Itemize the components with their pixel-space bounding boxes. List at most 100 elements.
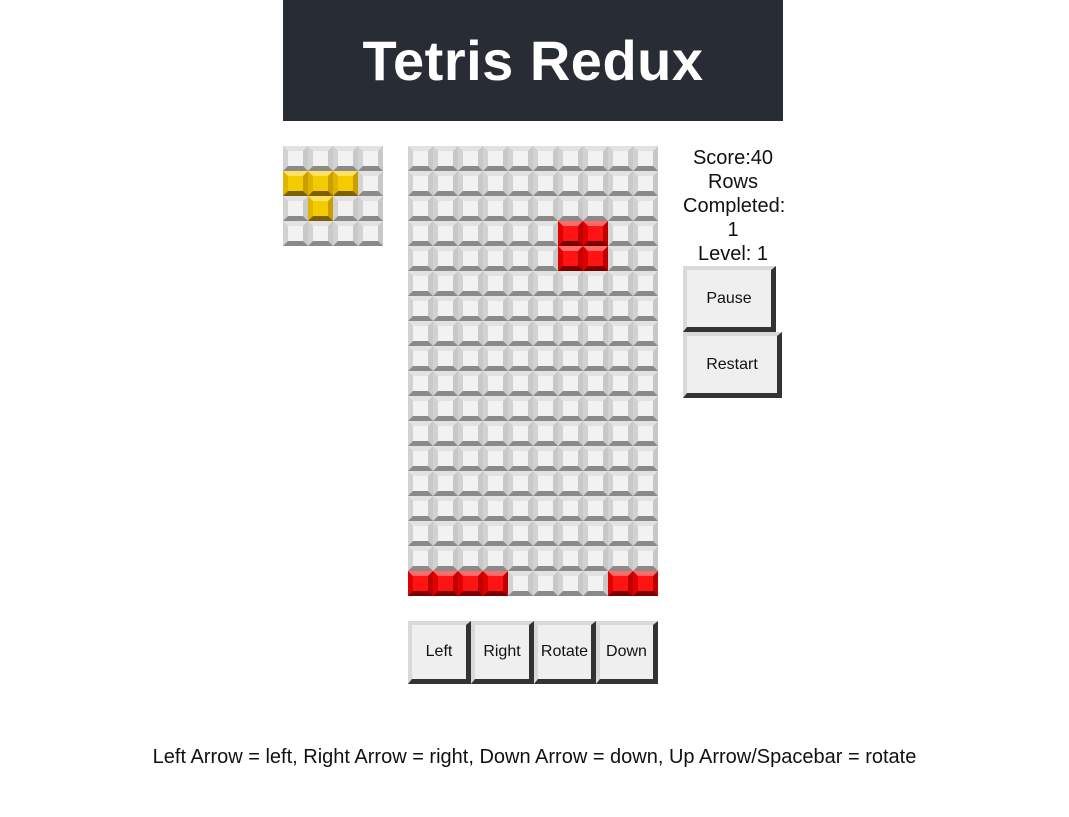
board-cell-empty [483, 321, 508, 346]
board-cell-filled [433, 571, 458, 596]
board-cell-empty [533, 521, 558, 546]
board-cell-empty [508, 296, 533, 321]
preview-cell-empty [333, 146, 358, 171]
board-cell-empty [608, 296, 633, 321]
board-cell-empty [558, 321, 583, 346]
board-cell-empty [608, 171, 633, 196]
board-cell-empty [483, 146, 508, 171]
down-button[interactable]: Down [596, 621, 658, 684]
board-cell-empty [508, 571, 533, 596]
board-cell-empty [483, 221, 508, 246]
pause-button[interactable]: Pause [683, 266, 776, 332]
board-cell-empty [508, 146, 533, 171]
board-cell-filled [558, 246, 583, 271]
board-cell-empty [408, 221, 433, 246]
board-cell-empty [633, 346, 658, 371]
board-cell-empty [408, 346, 433, 371]
board-cell-empty [483, 421, 508, 446]
board-cell-empty [508, 246, 533, 271]
board-cell-empty [583, 171, 608, 196]
board-cell-empty [583, 346, 608, 371]
rows-completed-value: 1 [727, 219, 739, 241]
preview-cell-filled [283, 171, 308, 196]
board-cell-empty [558, 546, 583, 571]
board-cell-empty [583, 471, 608, 496]
board-cell-empty [458, 371, 483, 396]
board-cell-empty [633, 171, 658, 196]
board-cell-empty [458, 171, 483, 196]
board-cell-empty [583, 196, 608, 221]
preview-cell-empty [333, 221, 358, 246]
rows-label: Rows [707, 171, 758, 193]
board-cell-empty [533, 221, 558, 246]
board-cell-empty [633, 471, 658, 496]
board-cell-empty [633, 196, 658, 221]
board-cell-empty [583, 146, 608, 171]
board-cell-empty [408, 321, 433, 346]
board-cell-empty [583, 421, 608, 446]
board-cell-empty [633, 371, 658, 396]
board-cell-empty [458, 221, 483, 246]
board-cell-empty [408, 371, 433, 396]
board-cell-empty [608, 346, 633, 371]
board-cell-empty [608, 446, 633, 471]
board-cell-empty [433, 471, 458, 496]
board-cell-empty [558, 521, 583, 546]
board-cell-empty [483, 346, 508, 371]
board-cell-empty [458, 146, 483, 171]
board-cell-empty [558, 571, 583, 596]
board-cell-empty [533, 546, 558, 571]
restart-button[interactable]: Restart [683, 332, 782, 398]
board-cell-empty [408, 196, 433, 221]
board-cell-empty [483, 271, 508, 296]
board-cell-empty [433, 196, 458, 221]
board-cell-empty [433, 246, 458, 271]
preview-cell-empty [358, 196, 383, 221]
board-cell-filled [633, 571, 658, 596]
board-cell-empty [633, 296, 658, 321]
board-cell-empty [533, 571, 558, 596]
board-cell-empty [433, 521, 458, 546]
board-cell-empty [433, 296, 458, 321]
preview-cell-empty [358, 221, 383, 246]
board-cell-empty [433, 171, 458, 196]
board-cell-empty [583, 321, 608, 346]
board-cell-filled [583, 221, 608, 246]
score-text: Score:40 [692, 147, 774, 169]
left-button[interactable]: Left [408, 621, 471, 684]
board-cell-empty [508, 171, 533, 196]
board-cell-empty [433, 221, 458, 246]
board-cell-empty [483, 471, 508, 496]
right-button[interactable]: Right [471, 621, 534, 684]
board-cell-empty [533, 296, 558, 321]
board-cell-empty [533, 196, 558, 221]
board-cell-empty [608, 371, 633, 396]
rotate-button[interactable]: Rotate [534, 621, 596, 684]
board-cell-empty [583, 271, 608, 296]
board-cell-empty [433, 371, 458, 396]
board-cell-empty [633, 246, 658, 271]
board-cell-empty [608, 146, 633, 171]
board-cell-empty [633, 421, 658, 446]
board-cell-filled [458, 571, 483, 596]
board-cell-empty [458, 546, 483, 571]
board-cell-empty [633, 221, 658, 246]
board-cell-empty [408, 446, 433, 471]
board-cell-empty [458, 196, 483, 221]
board-cell-empty [508, 346, 533, 371]
control-buttons: Left Right Rotate Down [408, 621, 658, 684]
board-cell-empty [558, 146, 583, 171]
board-cell-empty [558, 421, 583, 446]
board-cell-empty [433, 146, 458, 171]
board-cell-empty [458, 446, 483, 471]
board-cell-empty [458, 521, 483, 546]
board-cell-filled [608, 571, 633, 596]
board-cell-empty [633, 496, 658, 521]
board-cell-empty [583, 496, 608, 521]
board-cell-empty [408, 546, 433, 571]
completed-label: Completed: [683, 195, 786, 217]
board-cell-empty [533, 496, 558, 521]
board-cell-empty [508, 446, 533, 471]
board-cell-empty [533, 146, 558, 171]
board-cell-empty [558, 496, 583, 521]
